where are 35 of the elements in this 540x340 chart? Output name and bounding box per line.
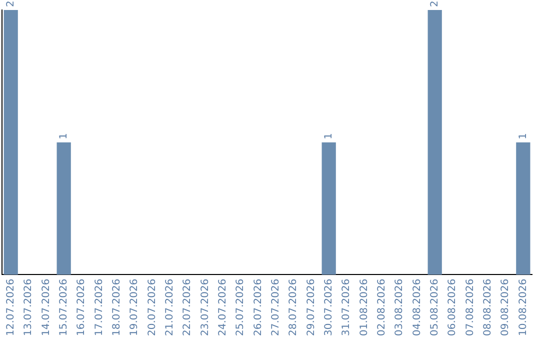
x-tick-label: 30.07.2026 xyxy=(323,278,334,336)
x-tick-label: 19.07.2026 xyxy=(129,278,140,336)
x-tick-label: 15.07.2026 xyxy=(58,278,70,336)
x-tick-label: 26.07.2026 xyxy=(252,278,264,336)
x-tick-label: 03.08.2026 xyxy=(394,278,406,336)
x-tick-label: 05.08.2026 xyxy=(429,278,440,336)
x-tick-label: 14.07.2026 xyxy=(40,278,52,336)
data-label: 2 xyxy=(429,0,440,7)
x-tick-label: 22.07.2026 xyxy=(182,278,194,336)
x-tick-label: 29.07.2026 xyxy=(306,278,317,336)
x-tick-label: 12.07.2026 xyxy=(5,278,16,336)
x-tick-label: 09.08.2026 xyxy=(500,278,512,336)
x-tick-label: 31.07.2026 xyxy=(341,278,352,336)
x-tick-label: 16.07.2026 xyxy=(76,278,88,336)
x-tick-label: 18.07.2026 xyxy=(111,278,122,336)
x-tick-label: 20.07.2026 xyxy=(146,278,158,336)
data-label: 1 xyxy=(58,132,70,140)
x-tick-label: 04.08.2026 xyxy=(412,278,423,336)
x-tick-label: 21.07.2026 xyxy=(164,278,176,336)
x-tick-label: 02.08.2026 xyxy=(376,278,388,336)
x-tick-label: 23.07.2026 xyxy=(200,278,211,336)
x-tick-label: 25.07.2026 xyxy=(235,278,246,336)
data-label: 1 xyxy=(518,132,529,140)
x-tick-label: 24.07.2026 xyxy=(217,278,228,336)
x-tick-label: 01.08.2026 xyxy=(358,278,370,336)
x-tick-label: 06.08.2026 xyxy=(447,278,458,336)
data-label: 1 xyxy=(323,132,334,140)
x-tick-label: 07.08.2026 xyxy=(464,278,476,336)
x-tick-label: 08.08.2026 xyxy=(482,278,494,336)
x-tick-label: 28.07.2026 xyxy=(288,278,300,336)
x-tick-label: 13.07.2026 xyxy=(23,278,34,336)
x-tick-label: 17.07.2026 xyxy=(94,278,105,336)
data-label: 2 xyxy=(5,0,16,7)
x-tick-label: 27.07.2026 xyxy=(270,278,282,336)
x-tick-label: 10.08.2026 xyxy=(518,278,529,336)
